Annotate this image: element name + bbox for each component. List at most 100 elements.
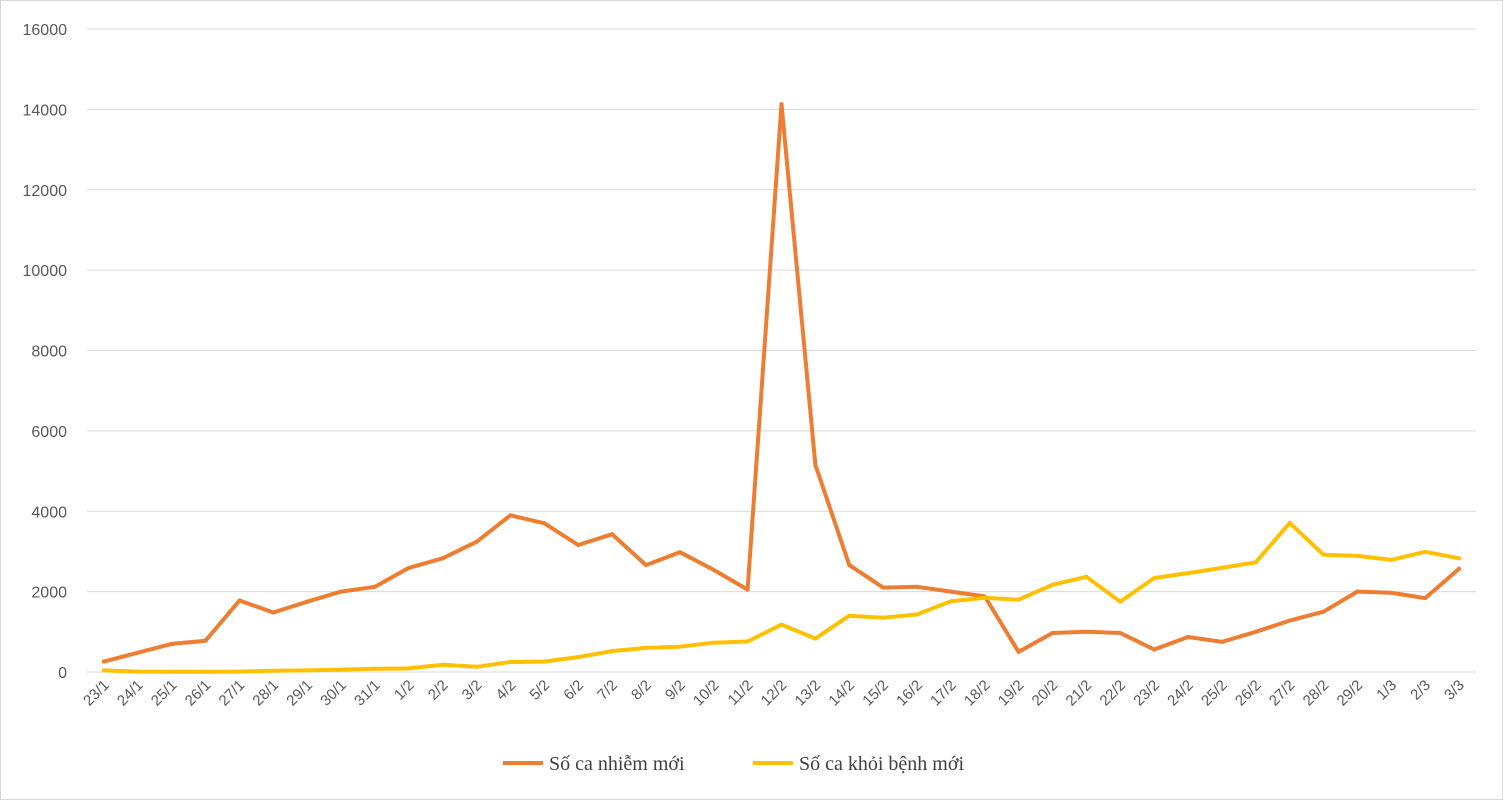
- x-tick-label: 28/2: [1300, 677, 1333, 710]
- data-point: [237, 598, 242, 603]
- data-point: [1118, 599, 1123, 604]
- x-tick-label: 20/2: [1029, 677, 1062, 710]
- x-tick-label: 8/2: [628, 677, 655, 704]
- data-point: [1219, 639, 1224, 644]
- data-point: [1016, 597, 1021, 602]
- data-point: [339, 589, 344, 594]
- data-point: [915, 612, 920, 617]
- series-lines: [101, 102, 1462, 674]
- data-point: [1389, 590, 1394, 595]
- data-point: [1287, 618, 1292, 623]
- data-point: [915, 584, 920, 589]
- legend-label: Số ca khỏi bệnh mới: [799, 753, 964, 775]
- data-point: [711, 567, 716, 572]
- x-tick-label: 25/2: [1198, 677, 1231, 710]
- data-point: [576, 543, 581, 548]
- data-point: [305, 668, 310, 673]
- data-point: [1084, 629, 1089, 634]
- y-tick-label: 12000: [23, 183, 68, 200]
- data-point: [813, 636, 818, 641]
- data-point: [1186, 571, 1191, 576]
- data-point: [1152, 575, 1157, 580]
- data-point: [779, 622, 784, 627]
- data-point: [135, 650, 140, 655]
- data-point: [779, 102, 784, 107]
- x-tick-label: 25/1: [148, 677, 181, 710]
- data-point: [643, 563, 648, 568]
- legend: Số ca nhiễm mới Số ca khỏi bệnh mới: [503, 753, 964, 775]
- data-point: [847, 613, 852, 618]
- x-axis-ticks: 23/1 24/1 25/1 26/1 27/1 28/1 29/1 30/1 31/1 1/2 2…: [80, 677, 1468, 710]
- series-line: [101, 520, 1462, 674]
- data-point: [406, 565, 411, 570]
- y-tick-label: 8000: [31, 344, 67, 361]
- data-point: [271, 668, 276, 673]
- series-1: [101, 520, 1462, 674]
- data-point: [847, 563, 852, 568]
- x-tick-label: 26/1: [182, 677, 215, 710]
- data-point: [1423, 596, 1428, 601]
- data-point: [948, 589, 953, 594]
- x-tick-label: 10/2: [690, 677, 723, 710]
- data-point: [1253, 560, 1258, 565]
- data-point: [1084, 574, 1089, 579]
- y-tick-label: 16000: [23, 22, 68, 39]
- y-axis-ticks: 0 2000 4000 6000 8000 10000 12000 14000 16000: [23, 22, 68, 682]
- data-point: [440, 556, 445, 561]
- data-point: [1321, 552, 1326, 557]
- data-point: [542, 659, 547, 664]
- x-tick-label: 24/1: [114, 677, 147, 710]
- data-point: [1457, 556, 1462, 561]
- x-tick-label: 2/3: [1407, 677, 1434, 704]
- data-point: [474, 664, 479, 669]
- x-tick-label: 17/2: [927, 677, 960, 710]
- data-point: [677, 550, 682, 555]
- x-tick-label: 3/2: [459, 677, 486, 704]
- data-point: [813, 463, 818, 468]
- data-point: [1016, 649, 1021, 654]
- legend-label: Số ca nhiễm mới: [549, 753, 685, 775]
- x-tick-label: 26/2: [1232, 677, 1265, 710]
- data-point: [711, 640, 716, 645]
- data-point: [1423, 549, 1428, 554]
- data-point: [169, 641, 174, 646]
- data-point: [271, 610, 276, 615]
- x-tick-label: 6/2: [560, 677, 587, 704]
- x-tick-label: 28/1: [249, 677, 282, 710]
- gridlines: [87, 28, 1476, 673]
- x-tick-label: 5/2: [526, 677, 553, 704]
- data-point: [474, 539, 479, 544]
- y-tick-label: 2000: [31, 585, 67, 602]
- data-point: [440, 662, 445, 667]
- x-tick-label: 11/2: [725, 677, 757, 709]
- data-point: [1219, 565, 1224, 570]
- x-tick-label: 3/3: [1441, 677, 1468, 704]
- data-point: [101, 668, 106, 673]
- data-point: [881, 585, 886, 590]
- x-tick-label: 24/2: [1164, 677, 1197, 710]
- data-point: [610, 532, 615, 537]
- data-point: [1050, 582, 1055, 587]
- series-0: [101, 102, 1462, 664]
- data-point: [1389, 557, 1394, 562]
- x-tick-label: 14/2: [825, 677, 858, 710]
- data-point: [542, 521, 547, 526]
- x-tick-label: 2/2: [425, 677, 452, 704]
- data-point: [237, 669, 242, 674]
- x-tick-label: 7/2: [594, 677, 621, 704]
- x-tick-label: 22/2: [1096, 677, 1129, 710]
- x-tick-label: 1/2: [391, 677, 418, 704]
- x-tick-label: 1/3: [1373, 677, 1400, 704]
- x-tick-label: 16/2: [893, 677, 926, 710]
- data-point: [610, 649, 615, 654]
- y-tick-label: 4000: [31, 504, 67, 521]
- x-tick-label: 29/1: [283, 677, 316, 710]
- data-point: [372, 666, 377, 671]
- x-tick-label: 9/2: [662, 677, 689, 704]
- data-point: [101, 659, 106, 664]
- y-tick-label: 6000: [31, 424, 67, 441]
- x-tick-label: 19/2: [995, 677, 1028, 710]
- data-point: [305, 599, 310, 604]
